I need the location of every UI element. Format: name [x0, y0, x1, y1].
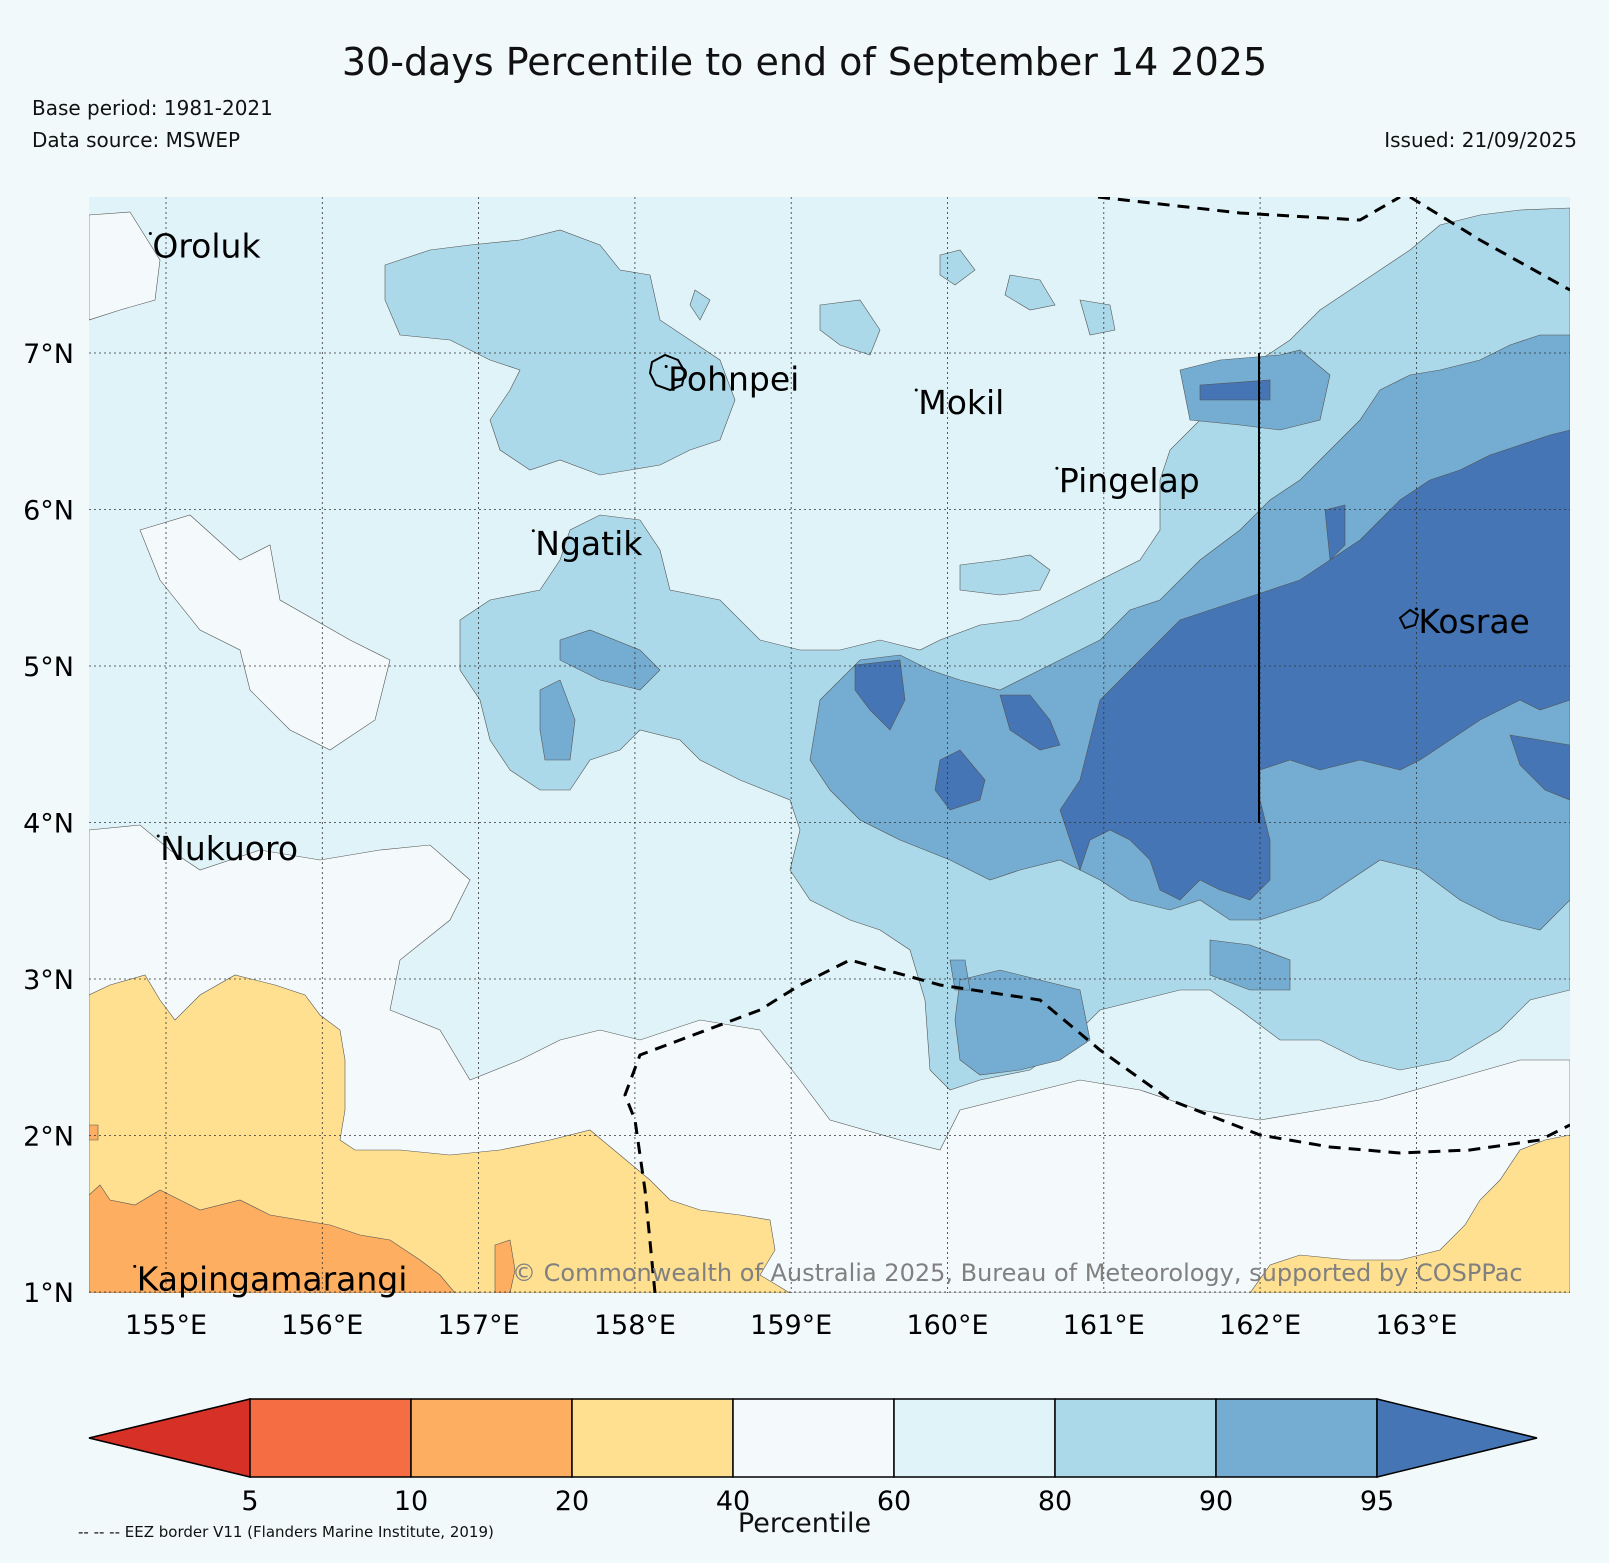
longitude-tick-label: 156°E	[281, 1310, 363, 1341]
colorbar-segment	[571, 1398, 734, 1478]
longitude-tick-label: 160°E	[906, 1310, 988, 1341]
colorbar-label: Percentile	[737, 1508, 872, 1539]
eez-border-lines	[623, 197, 1570, 1293]
colorbar-tick-label: 40	[716, 1486, 750, 1517]
colorbar-tick-label: 90	[1199, 1486, 1233, 1517]
colorbar-segment	[1215, 1398, 1378, 1478]
longitude-tick-label: 158°E	[594, 1310, 676, 1341]
place-label: Pingelap	[1059, 461, 1200, 500]
place-marker	[1414, 607, 1418, 611]
place-marker	[664, 364, 668, 368]
colorbar-upper-extension	[1376, 1398, 1538, 1478]
graticule	[89, 197, 1570, 1293]
longitude-tick-label: 159°E	[750, 1310, 832, 1341]
longitude-tick-label: 162°E	[1219, 1310, 1301, 1341]
map-area	[89, 197, 1570, 1293]
kosrae-island-outline	[1398, 608, 1420, 630]
colorbar-segment	[893, 1398, 1056, 1478]
copyright-notice: © Commonwealth of Australia 2025, Bureau…	[512, 1259, 1523, 1287]
latitude-tick-label: 6°N	[23, 496, 74, 527]
latitude-tick-label: 4°N	[23, 809, 74, 840]
colorbar-tick-label: 60	[877, 1486, 911, 1517]
colorbar-segment	[1054, 1398, 1217, 1478]
colorbar-tick-label: 10	[394, 1486, 428, 1517]
latitude-tick-label: 1°N	[23, 1278, 74, 1309]
longitude-tick-label: 157°E	[438, 1310, 520, 1341]
percentile-90-95-region	[539, 334, 1570, 1076]
place-label: Oroluk	[152, 226, 261, 265]
colorbar-segment	[410, 1398, 573, 1478]
place-labels: Oroluk Pohnpei Mokil Pingelap Ngatik Kosrae Nu…	[133, 226, 1530, 1298]
colorbar-segment	[249, 1398, 412, 1478]
longitude-tick-label: 161°E	[1063, 1310, 1145, 1341]
colorbar-tick-label: 80	[1038, 1486, 1072, 1517]
longitude-tick-label: 163°E	[1375, 1310, 1457, 1341]
percentile-above-95-region	[854, 379, 1570, 901]
place-label: Kosrae	[1418, 602, 1529, 641]
place-marker	[914, 388, 918, 392]
colorbar-tick-label: 5	[241, 1486, 258, 1517]
latitude-tick-label: 2°N	[23, 1122, 74, 1153]
place-label: Ngatik	[535, 524, 643, 563]
latitude-tick-label: 5°N	[23, 652, 74, 683]
longitude-tick-label: 155°E	[125, 1310, 207, 1341]
data-source: Data source: MSWEP	[32, 128, 241, 152]
colorbar-tick-label: 20	[555, 1486, 589, 1517]
colorbar	[88, 1398, 1538, 1478]
place-marker	[148, 231, 152, 235]
latitude-tick-label: 3°N	[23, 965, 74, 996]
latitude-ticks: 7°N 6°N 5°N 4°N 3°N 2°N 1°N	[23, 339, 74, 1309]
place-marker	[1055, 466, 1059, 470]
map-title: 30-days Percentile to end of September 1…	[341, 40, 1268, 84]
base-period: Base period: 1981-2021	[32, 96, 273, 120]
place-label: Mokil	[918, 383, 1004, 422]
latitude-tick-label: 7°N	[23, 339, 74, 370]
colorbar-ticks: 5 10 20 40 60 80 90 95	[241, 1486, 1394, 1517]
place-label: Pohnpei	[668, 359, 799, 398]
place-label: Nukuoro	[160, 829, 298, 868]
percentile-10-20-region	[89, 1124, 516, 1293]
longitude-ticks: 155°E 156°E 157°E 158°E 159°E 160°E 161°E 162°E…	[125, 1310, 1458, 1341]
colorbar-lower-extension	[88, 1398, 251, 1478]
colorbar-tick-label: 95	[1360, 1486, 1394, 1517]
place-label: Kapingamarangi	[137, 1259, 408, 1298]
percentile-20-40-region	[89, 974, 1570, 1293]
eez-legend-note: -- -- -- EEZ border V11 (Flanders Marine…	[78, 1523, 494, 1541]
issued-date: Issued: 21/09/2025	[1384, 128, 1577, 152]
place-marker	[531, 529, 535, 533]
place-marker	[133, 1264, 137, 1268]
pohnpei-island-outline	[648, 353, 687, 392]
colorbar-segment	[732, 1398, 895, 1478]
place-marker	[156, 834, 160, 838]
